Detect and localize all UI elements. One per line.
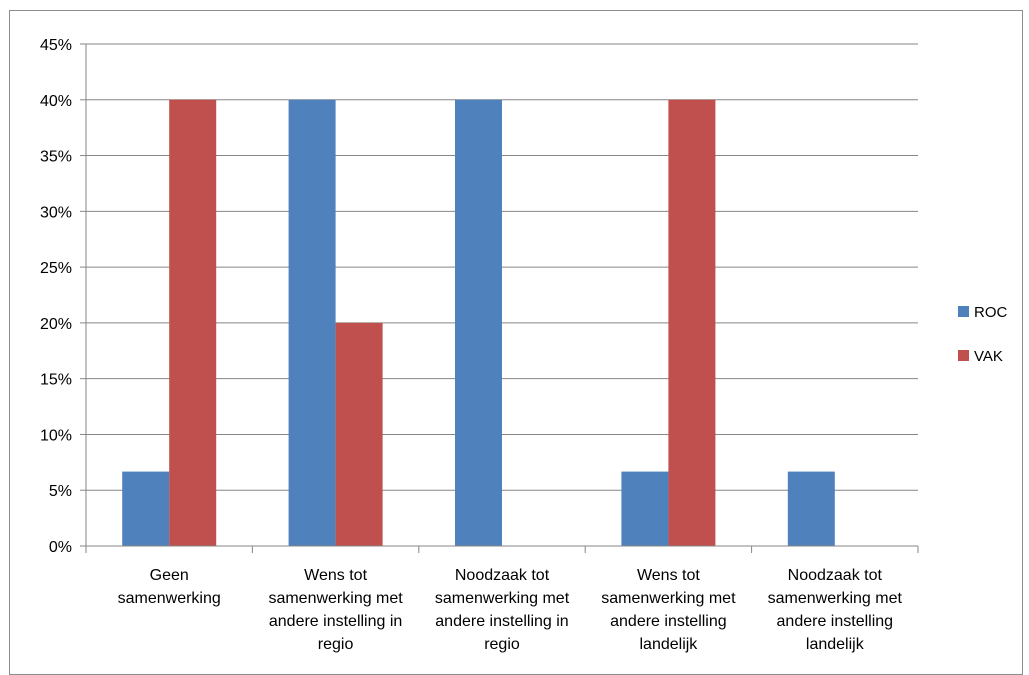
x-category-label-line: landelijk <box>806 636 865 653</box>
y-tick-label: 0% <box>49 539 72 556</box>
x-category-label-line: Wens tot <box>304 567 367 584</box>
y-tick-label: 25% <box>40 260 72 277</box>
axes <box>80 43 919 553</box>
legend-swatch-roc <box>958 306 969 317</box>
x-category-label: Geen samenwerking <box>118 567 221 607</box>
x-category-label: Noodzaak tot samenwerking met andere inste… <box>435 567 570 653</box>
bar-vak-1 <box>335 322 383 546</box>
x-category-label-line: andere instelling in <box>269 613 402 630</box>
y-tick-label: 10% <box>40 427 72 444</box>
x-category-label-line: samenwerking met <box>768 590 903 607</box>
y-tick-label: 30% <box>40 204 72 221</box>
y-tick-label: 35% <box>40 149 72 166</box>
x-category-label-line: regio <box>318 636 354 653</box>
x-category-label-line: samenwerking <box>118 590 221 607</box>
x-category-label: Wens tot samenwerking met andere instellin… <box>268 567 403 653</box>
legend: ROC VAK <box>958 304 1008 365</box>
x-category-label-line: regio <box>484 636 520 653</box>
x-category-label-line: Noodzaak tot <box>455 567 550 584</box>
bar-vak-3 <box>668 99 716 547</box>
x-category-label-line: landelijk <box>639 636 698 653</box>
x-category-label-line: Noodzaak tot <box>788 567 883 584</box>
x-category-label: Noodzaak tot samenwerking met andere inste… <box>768 567 903 653</box>
bar-roc-0 <box>122 471 170 546</box>
y-tick-label: 45% <box>40 37 72 54</box>
x-category-label-line: Wens tot <box>637 567 700 584</box>
y-tick-label: 40% <box>40 93 72 110</box>
x-category-label-line: andere instelling in <box>435 613 568 630</box>
y-tick-label: 5% <box>49 483 72 500</box>
y-tick-label: 15% <box>40 372 72 389</box>
bar-vak-0 <box>169 99 217 547</box>
x-category-label-line: samenwerking met <box>268 590 403 607</box>
legend-swatch-vak <box>958 350 969 361</box>
legend-label-vak: VAK <box>974 348 1003 365</box>
x-category-label-line: Geen <box>150 567 189 584</box>
axis-labels: 0% 5% 10% 15% 20% 25% 30% 35% 40% 45% Geen samenwer… <box>40 37 903 653</box>
x-category-label-line: samenwerking met <box>435 590 570 607</box>
bars <box>122 99 835 547</box>
bar-roc-3 <box>621 471 669 546</box>
legend-label-roc: ROC <box>974 304 1008 321</box>
x-category-label-line: andere instelling <box>777 613 894 630</box>
x-category-label: Wens tot samenwerking met andere instellin… <box>601 567 736 653</box>
bar-roc-1 <box>288 99 336 547</box>
y-tick-label: 20% <box>40 316 72 333</box>
bar-roc-4 <box>787 471 835 546</box>
x-category-label-line: samenwerking met <box>601 590 736 607</box>
bar-roc-2 <box>455 99 502 547</box>
x-category-label-line: andere instelling <box>610 613 727 630</box>
